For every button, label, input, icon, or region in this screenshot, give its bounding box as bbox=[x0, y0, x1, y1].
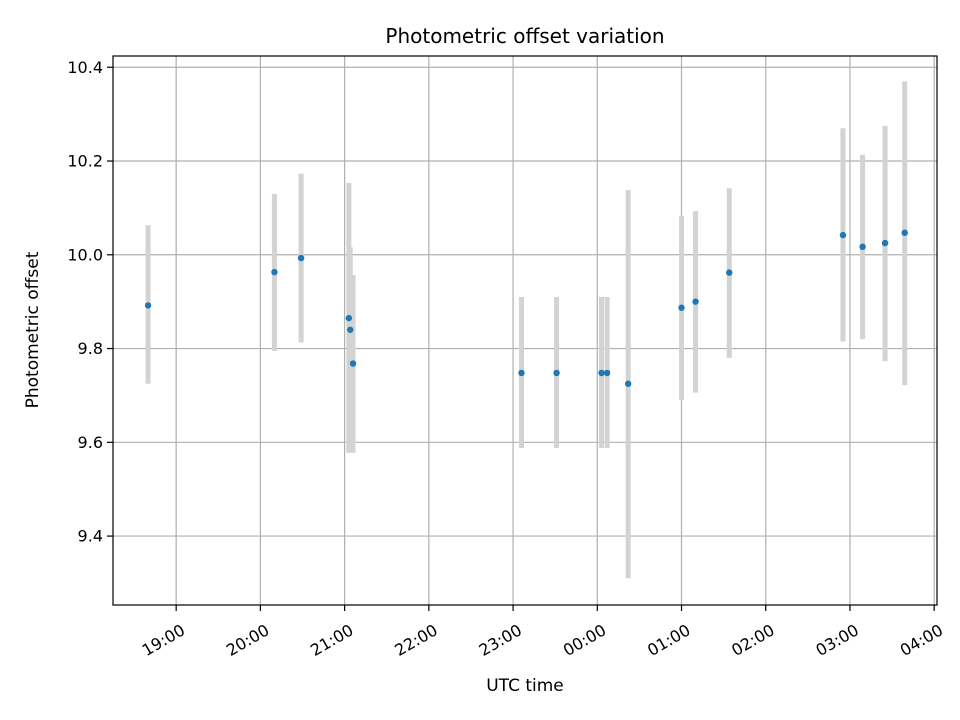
y-axis: 9.4 9.6 9.8 10.0 10.2 10.4 bbox=[67, 58, 113, 546]
data-point bbox=[726, 269, 733, 276]
y-tick-label: 10.0 bbox=[67, 245, 103, 264]
data-point bbox=[603, 369, 611, 377]
data-point bbox=[624, 380, 632, 387]
data-point bbox=[881, 239, 889, 247]
y-tick-label: 9.4 bbox=[78, 527, 103, 546]
data-point bbox=[345, 314, 353, 322]
plot-area bbox=[113, 56, 937, 605]
y-tick-label: 9.8 bbox=[78, 339, 103, 358]
data-point bbox=[347, 326, 354, 333]
data-point bbox=[349, 360, 357, 367]
y-tick-label: 10.2 bbox=[67, 152, 103, 171]
plot-frame bbox=[112, 55, 938, 606]
y-axis-title: Photometric offset bbox=[23, 251, 43, 408]
data-points bbox=[144, 229, 908, 387]
x-axis-title: UTC time bbox=[486, 676, 564, 696]
data-point bbox=[553, 369, 560, 377]
data-point bbox=[271, 268, 278, 276]
data-point bbox=[598, 369, 605, 377]
y-tick-label: 10.4 bbox=[67, 58, 103, 77]
chart-title: Photometric offset variation bbox=[385, 24, 664, 48]
data-point bbox=[144, 302, 152, 309]
data-point bbox=[678, 304, 685, 311]
data-point bbox=[518, 369, 525, 377]
data-point bbox=[692, 298, 699, 305]
data-point bbox=[297, 254, 305, 262]
data-point bbox=[901, 229, 908, 236]
data-point bbox=[859, 243, 866, 251]
data-point bbox=[839, 231, 847, 239]
y-tick-label: 9.6 bbox=[78, 433, 103, 452]
grid bbox=[113, 56, 937, 605]
